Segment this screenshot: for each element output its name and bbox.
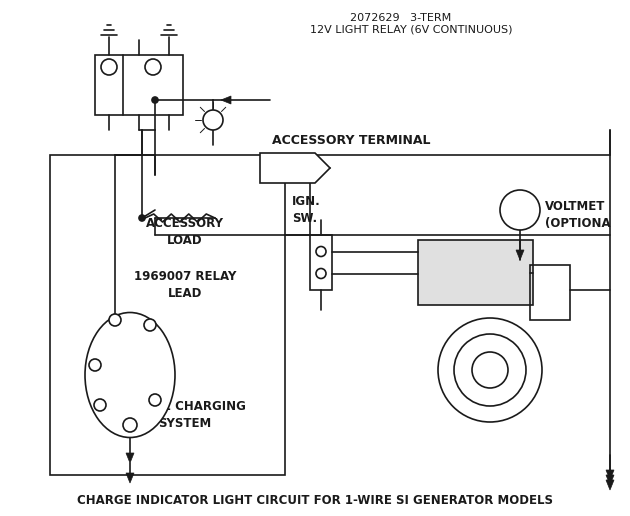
Circle shape	[316, 268, 326, 279]
Bar	[95, 55, 183, 115]
Circle shape	[438, 318, 542, 422]
Text: R
BATT: R BATT	[122, 337, 156, 367]
Ellipse shape	[85, 313, 175, 438]
Bar	[50, 155, 285, 475]
Circle shape	[454, 334, 526, 406]
Circle shape	[89, 359, 101, 371]
Text: VOLTMET
(OPTIONA: VOLTMET (OPTIONA	[545, 200, 610, 230]
Text: 1969007 RELAY
LEAD: 1969007 RELAY LEAD	[134, 270, 236, 300]
Text: ACCESSORY
LOAD: ACCESSORY LOAD	[146, 217, 224, 247]
Circle shape	[101, 59, 117, 75]
Circle shape	[94, 399, 106, 411]
Polygon shape	[606, 480, 614, 490]
Text: CHARGE INDICATOR LIGHT CIRCUIT FOR 1-WIRE SI GENERATOR MODELS: CHARGE INDICATOR LIGHT CIRCUIT FOR 1-WIR…	[77, 493, 553, 507]
Circle shape	[144, 319, 156, 331]
Polygon shape	[606, 475, 614, 485]
Circle shape	[500, 190, 540, 230]
Circle shape	[152, 97, 158, 103]
Polygon shape	[126, 453, 134, 463]
Polygon shape	[126, 473, 134, 483]
Polygon shape	[260, 153, 330, 183]
Text: ACCESSORY TERMINAL: ACCESSORY TERMINAL	[272, 134, 430, 147]
Polygon shape	[606, 470, 614, 480]
Circle shape	[472, 352, 508, 388]
Bar	[418, 240, 533, 305]
Circle shape	[149, 394, 161, 406]
Text: 2072629   3-TERM: 2072629 3-TERM	[350, 13, 451, 23]
Circle shape	[316, 247, 326, 256]
Polygon shape	[516, 250, 524, 260]
Text: IGN.
SW.: IGN. SW.	[292, 195, 321, 225]
Circle shape	[109, 314, 121, 326]
Circle shape	[139, 215, 145, 221]
Circle shape	[203, 110, 223, 130]
Circle shape	[145, 59, 161, 75]
Polygon shape	[221, 96, 231, 104]
Circle shape	[123, 418, 137, 432]
Bar	[530, 265, 570, 320]
Text: 1-WIRE CHARGING
SYSTEM: 1-WIRE CHARGING SYSTEM	[124, 400, 246, 430]
Text: 12V LIGHT RELAY (6V CONTINUOUS): 12V LIGHT RELAY (6V CONTINUOUS)	[310, 25, 512, 35]
Bar	[310, 235, 332, 290]
